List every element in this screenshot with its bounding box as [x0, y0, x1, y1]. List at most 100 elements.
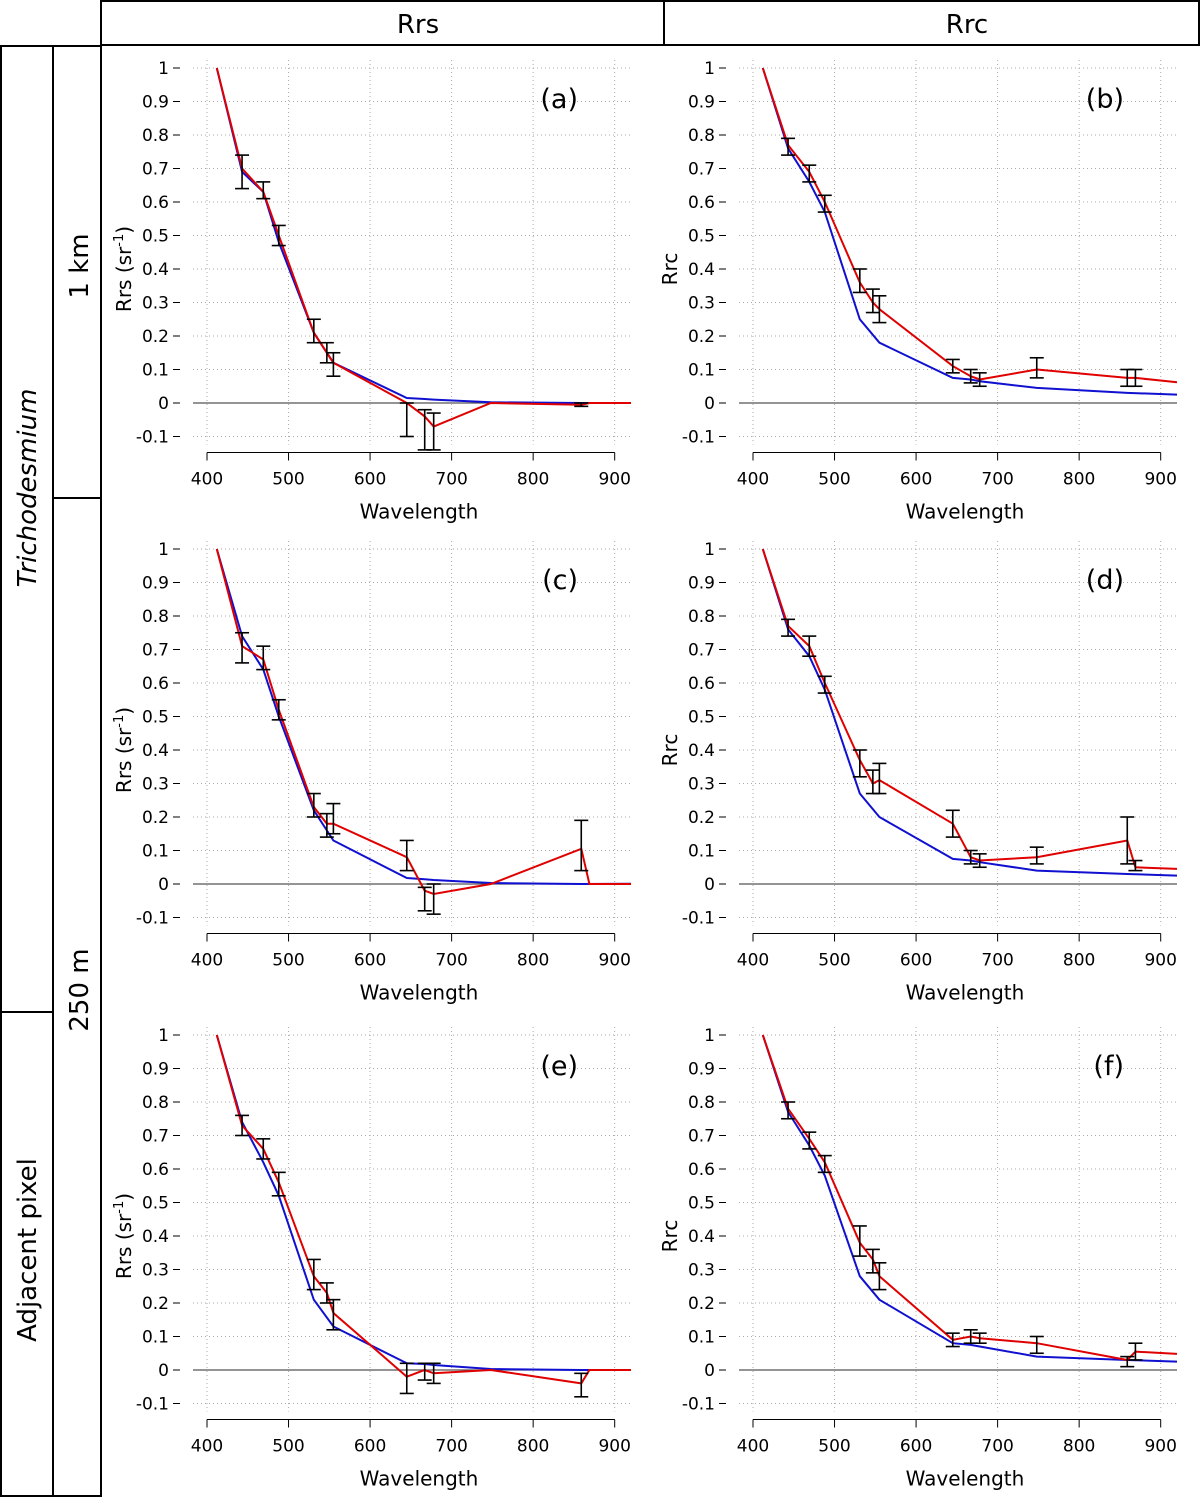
x-axis-title: Wavelength [360, 500, 479, 524]
error-bar [1128, 859, 1143, 872]
y-tick-label: 0.8 [688, 126, 715, 146]
y-tick-label: 0.1 [142, 842, 169, 862]
x-tick-label: 500 [272, 951, 304, 971]
error-bar [802, 164, 817, 183]
error-bar [574, 402, 589, 408]
y-tick-label: 0.6 [688, 674, 715, 694]
y-tick-label: 0.9 [142, 93, 169, 113]
side-cell-250m [52, 497, 102, 1497]
panel-label: (f) [1093, 1051, 1124, 1082]
error-bar [1029, 1335, 1044, 1355]
error-bar [872, 294, 887, 324]
error-bar [306, 1258, 321, 1291]
y-tick-label: 0.1 [688, 1328, 715, 1348]
panels: 400 500 600 700 800 900 -0.1 0 0.1 0.2 0.3 0.4 0.5 0.… [112, 59, 1178, 1491]
error-bar [256, 1138, 271, 1160]
side-label-250m: 250 m [65, 948, 95, 1031]
error-bar [781, 618, 796, 637]
y-tick-label: 1 [158, 1026, 169, 1046]
side-label-adjacent: Adjacent pixel [13, 1158, 43, 1342]
y-tick-label: 0.4 [688, 260, 715, 280]
y-tick-label: 0.2 [688, 327, 715, 347]
y-tick-label: 0.2 [142, 327, 169, 347]
series-line-red [215, 67, 631, 428]
error-bar [1120, 816, 1135, 865]
y-tick-label: 0 [704, 1361, 715, 1381]
y-tick-label: 0.5 [688, 708, 715, 728]
y-axis-title: Rrc [658, 734, 682, 767]
y-tick-label: 0.7 [142, 160, 169, 180]
panel-f: 400 500 600 700 800 900 -0.1 0 0.1 0.2 0.3 0.4 0.5 0.… [658, 1026, 1178, 1491]
error-bar [1128, 1342, 1143, 1361]
error-bar [972, 1332, 987, 1344]
y-axis-title: Rrs (sr-1) [112, 226, 136, 312]
error-bar [326, 1298, 341, 1331]
y-tick-label: 0.8 [688, 607, 715, 627]
error-bar [256, 181, 271, 200]
error-bar [426, 412, 441, 451]
y-tick-label: 0.7 [142, 1127, 169, 1147]
series-line-blue [761, 548, 1178, 877]
panel-label: (c) [542, 565, 578, 596]
header-label-rrc: Rrc [946, 10, 988, 40]
error-bar [1029, 356, 1044, 379]
y-tick-label: 1 [704, 540, 715, 560]
error-bar [417, 408, 432, 451]
error-bar [945, 809, 960, 838]
y-tick-label: 0.2 [142, 1294, 169, 1314]
panel-label: (e) [540, 1051, 578, 1082]
header-label-rrs: Rrs [397, 10, 439, 40]
y-tick-label: 0.3 [688, 294, 715, 314]
error-bar [1128, 368, 1143, 388]
y-tick-label: 0.9 [142, 574, 169, 594]
x-tick-label: 600 [900, 1437, 932, 1457]
y-tick-label: 0.4 [142, 741, 169, 761]
error-bar [256, 645, 271, 671]
series-line-red [761, 1034, 1178, 1362]
panel-a: 400 500 600 700 800 900 -0.1 0 0.1 0.2 0.3 0.4 0.5 0.… [112, 59, 631, 524]
y-tick-label: 0.3 [688, 1261, 715, 1281]
error-bar [235, 154, 250, 190]
error-bar [852, 1225, 867, 1257]
y-tick-label: 0.4 [142, 1227, 169, 1247]
y-tick-label: -0.1 [136, 909, 169, 929]
x-tick-label: 400 [191, 470, 223, 490]
x-tick-label: 900 [1144, 1437, 1176, 1457]
side-label-trichodesmium: Trichodesmium [13, 389, 43, 588]
series-line-blue [215, 548, 632, 886]
error-bar [781, 1101, 796, 1120]
x-axis-title: Wavelength [906, 500, 1025, 524]
error-bar [426, 1362, 441, 1385]
side-label-1km: 1 km [65, 233, 95, 298]
y-tick-label: 0.6 [142, 674, 169, 694]
error-bar [399, 402, 414, 438]
x-tick-label: 600 [900, 470, 932, 490]
panel-label: (d) [1086, 565, 1124, 596]
x-tick-label: 800 [1063, 951, 1095, 971]
error-bar [271, 698, 286, 721]
y-tick-label: 1 [704, 1026, 715, 1046]
y-tick-label: 0.3 [142, 775, 169, 795]
error-bar [945, 358, 960, 374]
y-tick-label: 0 [704, 394, 715, 414]
error-bar [817, 194, 832, 213]
error-bar [817, 675, 832, 694]
x-tick-label: 800 [1063, 470, 1095, 490]
y-tick-label: 0.3 [142, 294, 169, 314]
y-tick-label: 0.6 [688, 1160, 715, 1180]
error-bar [872, 1262, 887, 1291]
error-bar [306, 792, 321, 818]
y-tick-label: 0.2 [688, 808, 715, 828]
error-bar [574, 1372, 589, 1398]
series-line-blue [761, 67, 1178, 396]
x-tick-label: 500 [818, 470, 850, 490]
x-tick-label: 400 [737, 470, 769, 490]
x-tick-label: 900 [598, 470, 630, 490]
y-tick-label: -0.1 [136, 428, 169, 448]
error-bar [326, 351, 341, 378]
y-axis-title: Rrs (sr-1) [112, 707, 136, 793]
error-bar [963, 849, 978, 865]
y-tick-label: 0.9 [688, 93, 715, 113]
series-line-blue [761, 1034, 1178, 1363]
